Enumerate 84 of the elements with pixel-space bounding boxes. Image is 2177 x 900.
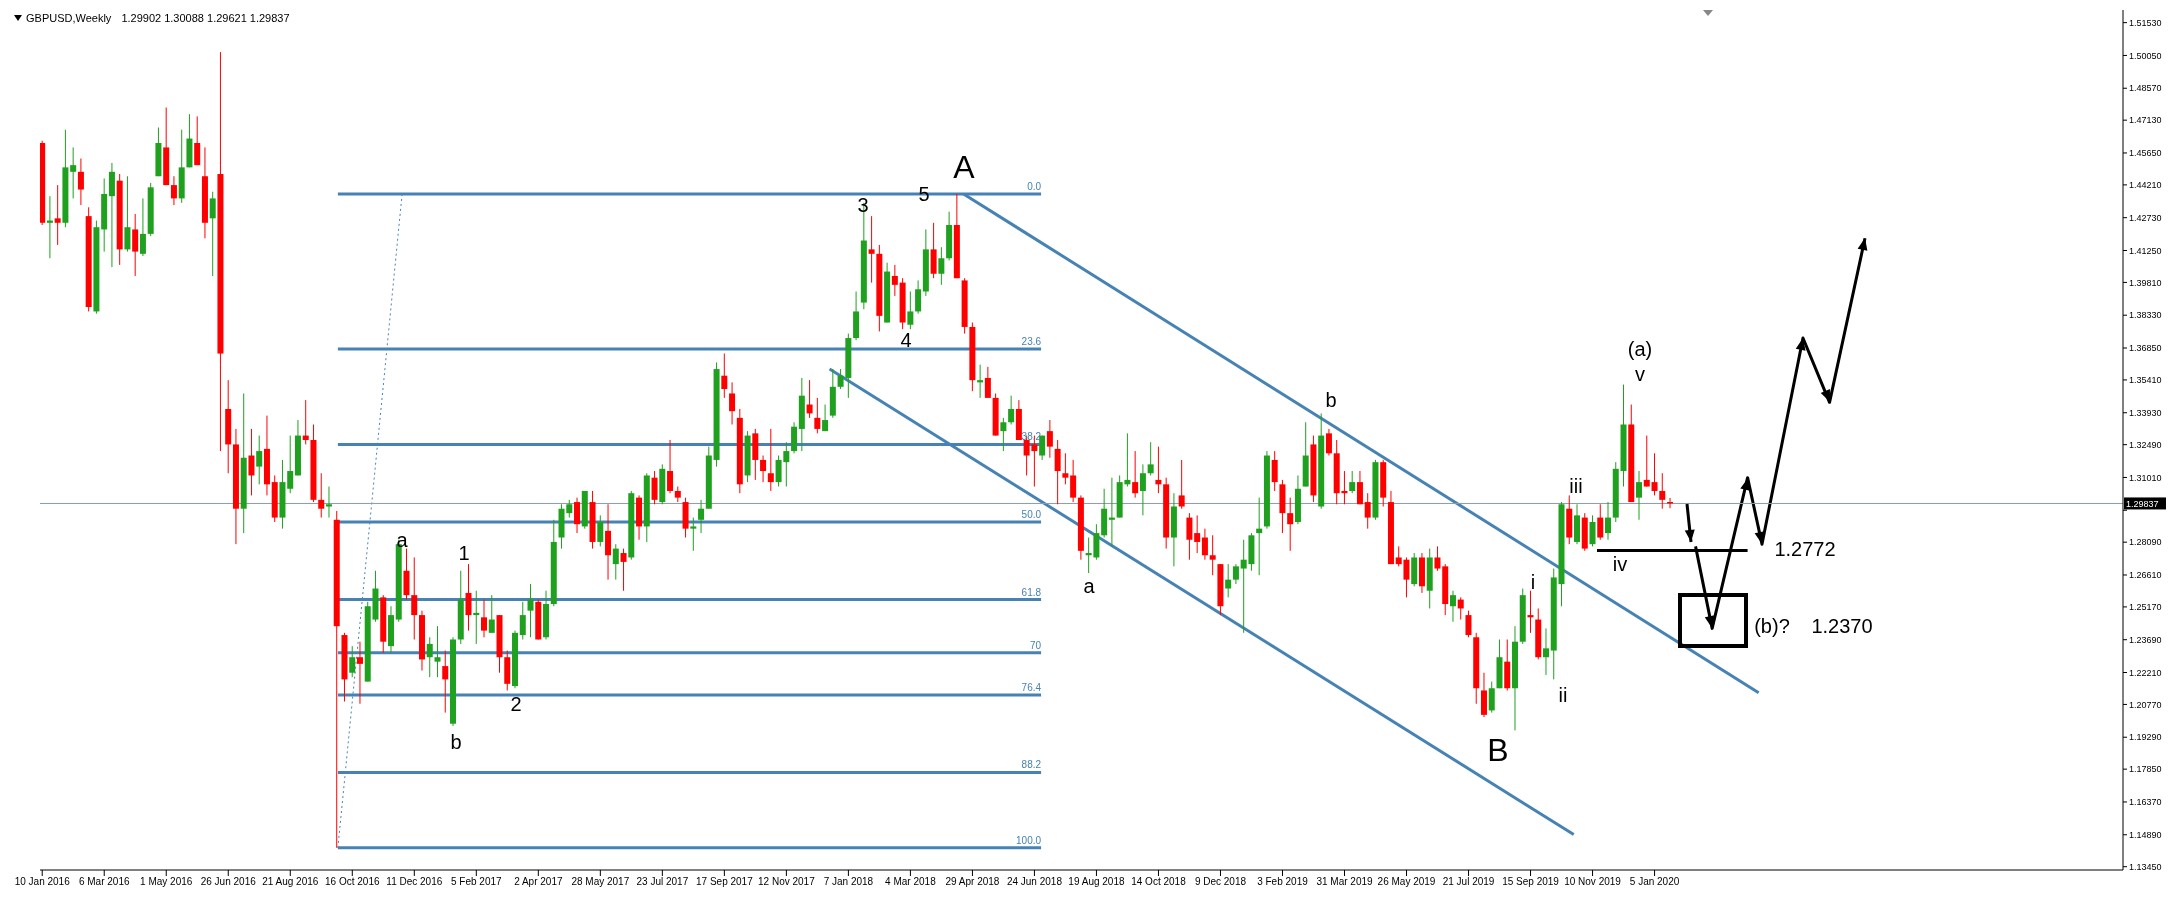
x-tick-label: 2 Apr 2017: [514, 876, 563, 888]
y-tick-label: 1.36850: [2129, 343, 2162, 354]
y-tick-label: 1.38330: [2129, 310, 2162, 321]
x-tick-label: 23 Jul 2017: [636, 876, 689, 888]
y-tick-label: 1.39810: [2129, 277, 2162, 288]
annotation: b: [450, 731, 462, 753]
series-label: 38.2: [1021, 431, 1042, 443]
x-tick-label: 5 Jan 2020: [1629, 876, 1680, 888]
y-tick-label: 1.44210: [2129, 180, 2162, 191]
x-tick-label: 15 Sep 2019: [1502, 876, 1560, 888]
x-tick-label: 31 Mar 2019: [1316, 876, 1374, 888]
annotation: ii: [1558, 684, 1568, 706]
x-tick-label: 10 Jan 2016: [14, 876, 71, 888]
y-tick-label: 1.51530: [2129, 17, 2162, 28]
y-tick-label: 1.23690: [2129, 634, 2162, 645]
annotation: i: [1530, 571, 1536, 593]
x-tick-label: 21 Jul 2019: [1442, 876, 1495, 888]
annotation: 2: [510, 693, 522, 715]
annotation: a: [396, 529, 409, 551]
x-tick-label: 26 May 2019: [1377, 876, 1436, 888]
annotation: B: [1487, 732, 1509, 768]
y-tick-label: 1.42730: [2129, 212, 2162, 223]
y-tick-label: 1.31010: [2129, 472, 2162, 483]
series-label: 61.8: [1021, 586, 1042, 598]
series-label: 76.4: [1021, 681, 1042, 693]
annotation: 1.2370: [1811, 615, 1873, 637]
x-tick-label: 12 Nov 2017: [758, 876, 816, 888]
y-tick-label: 1.50050: [2129, 50, 2162, 61]
x-tick-label: 3 Feb 2019: [1257, 876, 1309, 888]
y-tick-label: 1.28090: [2129, 537, 2162, 548]
annotation: v: [1635, 363, 1645, 385]
x-tick-label: 9 Dec 2018: [1194, 876, 1247, 888]
y-tick-label: 1.20770: [2129, 699, 2162, 710]
series-label: 88.2: [1021, 759, 1042, 771]
series-label: 0.0: [1027, 180, 1042, 192]
y-tick-label: 1.14890: [2129, 829, 2162, 840]
y-tick-label: 1.26610: [2129, 570, 2162, 581]
x-tick-label: 14 Oct 2018: [1131, 876, 1187, 888]
annotation: iv: [1612, 553, 1628, 575]
chart-title: GBPUSD,Weekly: [26, 12, 112, 24]
x-tick-label: 6 Mar 2016: [78, 876, 130, 888]
x-tick-label: 16 Oct 2016: [325, 876, 380, 888]
x-tick-label: 21 Aug 2016: [262, 876, 319, 888]
x-tick-label: 7 Jan 2018: [823, 876, 874, 888]
annotation: 3: [857, 194, 869, 216]
x-tick-label: 10 Nov 2019: [1564, 876, 1622, 888]
annotation: (b)?: [1754, 615, 1790, 637]
y-tick-label: 1.32490: [2129, 439, 2162, 450]
y-tick-label: 1.48570: [2129, 83, 2162, 94]
annotation: (a): [1627, 338, 1653, 360]
y-tick-label: 1.41250: [2129, 245, 2162, 256]
annotation: 1.2772: [1774, 538, 1836, 560]
annotation: a: [1083, 575, 1096, 597]
x-tick-label: 19 Aug 2018: [1068, 876, 1125, 888]
ref-line-label: 1.29837: [2126, 499, 2159, 510]
annotation: iii: [1569, 475, 1583, 497]
x-tick-label: 5 Feb 2017: [451, 876, 503, 888]
series-label: 100.0: [1016, 834, 1042, 846]
y-tick-label: 1.16370: [2129, 797, 2162, 808]
y-tick-label: 1.45650: [2129, 148, 2162, 159]
y-tick-label: 1.17850: [2129, 764, 2162, 775]
y-tick-label: 1.13450: [2129, 861, 2162, 872]
annotation: 1: [458, 542, 470, 564]
x-tick-label: 26 Jun 2016: [200, 876, 257, 888]
x-tick-label: 29 Apr 2018: [945, 876, 1000, 888]
y-tick-label: 1.47130: [2129, 115, 2162, 126]
series-label: 70: [1029, 639, 1042, 651]
y-tick-label: 1.35410: [2129, 375, 2162, 386]
series-label: 23.6: [1021, 336, 1042, 348]
x-tick-label: 1 May 2016: [140, 876, 193, 888]
x-tick-label: 24 Jun 2018: [1006, 876, 1063, 888]
y-tick-label: 1.25170: [2129, 602, 2162, 613]
series-label: 50.0: [1021, 509, 1042, 521]
x-tick-label: 17 Sep 2017: [696, 876, 754, 888]
y-tick-label: 1.22210: [2129, 667, 2162, 678]
x-tick-label: 4 Mar 2018: [885, 876, 937, 888]
y-tick-label: 1.33930: [2129, 407, 2162, 418]
y-tick-label: 1.19290: [2129, 732, 2162, 743]
chart-subtitle: 1.29902 1.30088 1.29621 1.29837: [121, 12, 290, 24]
annotation: b: [1325, 389, 1337, 411]
x-tick-label: 28 May 2017: [571, 876, 630, 888]
annotation: 4: [900, 329, 912, 351]
annotation: A: [953, 149, 976, 185]
x-tick-label: 11 Dec 2016: [386, 876, 443, 888]
